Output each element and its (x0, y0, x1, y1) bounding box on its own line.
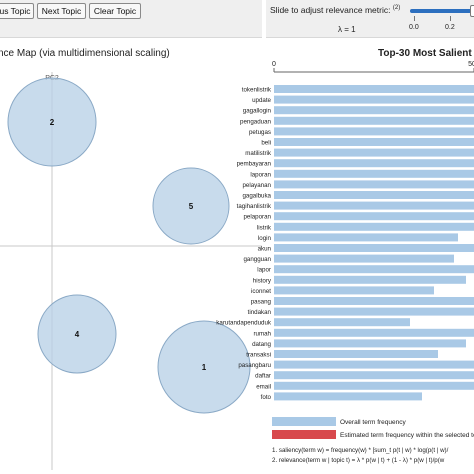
term-label-listrik: listrik (257, 224, 272, 231)
topic-label-4: 4 (75, 330, 80, 339)
bar-datang (274, 339, 466, 348)
term-label-matilistrik: matilistrik (245, 150, 272, 157)
topic-circle-4 (37, 294, 117, 374)
intertopic-map-title: nce Map (via multidimensional scaling) (0, 48, 170, 59)
term-label-tokenlistrik: tokenlistrik (242, 87, 272, 94)
term-label-pelayanan: pelayanan (242, 182, 271, 189)
topic-circle-1 (157, 320, 251, 414)
bar-tokenlistrik (274, 85, 474, 93)
term-label-pengaduan: pengaduan (240, 118, 272, 125)
term-label-email: email (256, 383, 271, 390)
salient-terms-title: Top-30 Most Salient T (378, 48, 474, 59)
bar-rumah (274, 328, 474, 337)
bar-transaksi (274, 350, 438, 358)
bar-pembayaran (274, 159, 474, 168)
term-label-tagihanlistrik: tagihanlistrik (237, 203, 272, 210)
topic-label-5: 5 (189, 202, 194, 211)
term-label-history: history (253, 277, 272, 284)
slider-tick-0 (414, 16, 415, 21)
term-label-pembayaran: pembayaran (237, 161, 272, 168)
topic-circle-5 (152, 167, 230, 245)
bar-gagallogin (274, 106, 474, 115)
bar-pelaporan (274, 212, 474, 221)
bar-lapor (274, 265, 474, 274)
term-label-update: update (252, 97, 271, 104)
bar-update (274, 95, 474, 104)
slider-tick-label-0: 0.0 (409, 24, 419, 31)
legend-overall-swatch (272, 417, 336, 426)
bar-petugas (274, 127, 474, 136)
x-tick-label-1: 500 (468, 61, 474, 68)
bar-email (274, 381, 474, 390)
slider-tick-label-1: 0.2 (445, 24, 455, 31)
term-label-transaksi: transaksi (246, 352, 271, 359)
term-label-gagallogin: gagallogin (243, 108, 272, 115)
bar-akun (274, 244, 474, 252)
x-tick-label-0: 0 (272, 61, 276, 68)
term-label-beli: beli (261, 140, 271, 147)
term-label-iconnet: iconnet (251, 288, 271, 295)
slider-label-text: Slide to adjust relevance metric: (270, 5, 391, 15)
footnote-relevance: 2. relevance(term w | topic t) = λ * p(w… (272, 457, 445, 464)
slider-label: Slide to adjust relevance metric: (2) (270, 5, 400, 15)
next-topic-button[interactable]: Next Topic (37, 3, 86, 19)
relevance-slider-fill (410, 9, 474, 13)
clear-topic-button[interactable]: Clear Topic (89, 3, 141, 19)
bar-pengaduan (274, 116, 474, 125)
term-label-gangguan: gangguan (243, 256, 271, 263)
bar-beli (274, 138, 474, 146)
bar-tagihanlistrik (274, 201, 474, 210)
term-label-petugas: petugas (249, 129, 271, 136)
slider-footnote-ref: (2) (392, 5, 401, 12)
term-label-login: login (258, 235, 272, 242)
bar-matilistrik (274, 148, 474, 157)
legend-overall-label: Overall term frequency (340, 419, 406, 426)
bar-history (274, 275, 466, 284)
lambda-value: λ = 1 (338, 25, 356, 34)
legend-selected-label: Estimated term frequency within the sele… (340, 432, 474, 439)
term-label-pasangbaru: pasangbaru (238, 362, 271, 369)
term-label-lapor: lapor (257, 267, 271, 274)
term-label-pelaporan: pelaporan (243, 214, 271, 221)
bar-foto (274, 392, 422, 401)
bar-daftar (274, 371, 474, 380)
relevance-toolbar (266, 0, 474, 38)
bar-gangguan (274, 254, 454, 263)
term-label-pasang: pasang (251, 299, 272, 306)
bar-pasang (274, 297, 474, 305)
bar-pelayanan (274, 180, 474, 189)
relevance-slider-handle[interactable] (470, 5, 474, 17)
term-label-karutandapenduduk: karutandapenduduk (216, 320, 272, 327)
bar-laporan (274, 169, 474, 178)
bar-iconnet (274, 286, 434, 295)
bar-gagalbuka (274, 191, 474, 199)
legend-selected-swatch (272, 430, 336, 439)
topic-label-2: 2 (50, 118, 55, 127)
term-label-laporan: laporan (250, 171, 271, 178)
term-label-gagalbuka: gagalbuka (242, 193, 271, 200)
term-label-datang: datang (252, 341, 271, 348)
bar-karutandapenduduk (274, 318, 410, 327)
term-label-daftar: daftar (255, 373, 271, 380)
term-label-rumah: rumah (253, 330, 271, 337)
term-label-tindakan: tindakan (248, 309, 272, 316)
footnote-saliency: 1. saliency(term w) = frequency(w) * [su… (272, 447, 449, 454)
previous-topic-button[interactable]: us Topic (0, 3, 34, 19)
bar-tindakan (274, 307, 474, 316)
bar-login (274, 233, 458, 242)
bar-pasangbaru (274, 360, 474, 369)
topic-circle-2 (7, 77, 97, 167)
term-label-akun: akun (258, 246, 272, 253)
term-label-foto: foto (261, 394, 272, 401)
topic-toolbar: us Topic Next Topic Clear Topic (0, 0, 262, 38)
topic-label-1: 1 (202, 363, 207, 372)
bar-listrik (274, 222, 474, 231)
slider-tick-1 (450, 16, 451, 21)
